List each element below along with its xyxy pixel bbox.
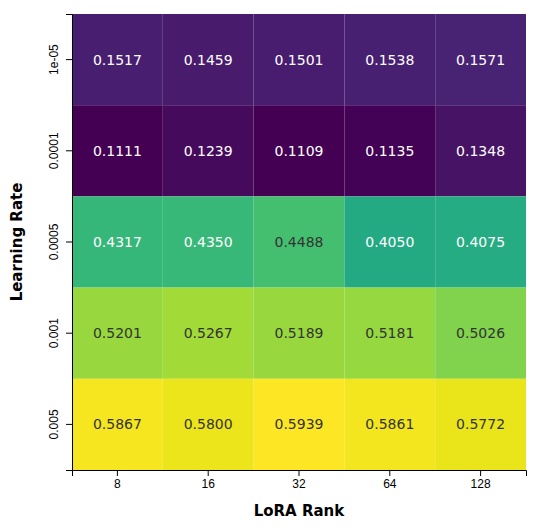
tick-label: 1e-05 [47,44,61,75]
axis-line [66,15,73,471]
data-label: 0.5861 [365,416,414,432]
tick-mark [117,470,118,476]
data-label: 0.1239 [184,143,233,159]
data-label: 0.1501 [275,52,324,68]
data-label: 0.1517 [93,52,142,68]
tick-mark [66,424,72,425]
data-label: 0.1135 [365,143,414,159]
data-label: 0.5189 [275,325,324,341]
heatmap-cell [254,14,345,105]
tick: 0.001 [47,318,72,348]
data-labels: 0.1517 0.1459 0.1501 0.1538 0.1571 0.1111 0.12… [93,52,505,433]
data-label: 0.1538 [365,52,414,68]
tick-label: 32 [292,477,306,491]
tick: 0.0001 [47,132,72,169]
heatmap-cell [72,14,163,105]
heatmap-cell [435,379,526,470]
tick-mark [66,59,72,60]
tick-label: 0.005 [47,409,61,439]
tick: 16 [202,470,216,491]
tick-mark [480,470,481,476]
data-label: 0.5800 [184,416,233,432]
tick: 0.0005 [47,223,72,260]
tick-mark [208,470,209,476]
tick: 1e-05 [47,44,72,75]
tick-label: 0.001 [47,318,61,348]
heatmap-cell [72,105,163,196]
heatmap-cell [344,196,435,287]
data-label: 0.1459 [184,52,233,68]
heatmap-cell [163,379,254,470]
tick-mark [66,333,72,334]
tick: 64 [383,470,397,491]
data-label: 0.4488 [275,234,324,250]
heatmap-cell [344,288,435,379]
tick-label: 128 [471,477,491,491]
y-axis: 1e-05 0.0001 0.0005 0.001 0.005 [47,15,73,471]
tick-mark [66,242,72,243]
tick-mark [389,470,390,476]
tick: 0.005 [47,409,72,439]
tick-label: 0.0005 [47,223,61,260]
data-label: 0.5026 [456,325,505,341]
heatmap-cell [72,196,163,287]
heatmap-cell [254,288,345,379]
heatmap-cell [72,288,163,379]
tick-mark [66,150,72,151]
data-label: 0.1571 [456,52,505,68]
tick: 128 [471,470,491,491]
tick-label: 16 [202,477,216,491]
tick: 8 [114,470,121,491]
data-label: 0.4075 [456,234,505,250]
x-axis-title: LoRA Rank [254,502,346,520]
data-label: 0.5867 [93,416,142,432]
heatmap-cell [344,14,435,105]
heatmap-cell [435,14,526,105]
chart: 0.1517 0.1459 0.1501 0.1538 0.1571 0.1111 0.12… [0,0,540,532]
data-label: 0.1109 [275,143,324,159]
data-label: 0.5201 [93,325,142,341]
heatmap-cell [254,105,345,196]
heatmap-cell [254,379,345,470]
data-label: 0.5181 [365,325,414,341]
data-label: 0.5939 [275,416,324,432]
heatmap-cell [435,196,526,287]
data-label: 0.5772 [456,416,505,432]
heatmap-cell [163,14,254,105]
heatmap-cell [163,105,254,196]
data-label: 0.1111 [93,143,142,159]
tick-label: 8 [114,477,121,491]
tick-mark [299,470,300,476]
heatmap-cell [435,105,526,196]
heatmap-cell [72,379,163,470]
cells [72,14,526,470]
data-label: 0.4350 [184,234,233,250]
tick: 32 [292,470,306,491]
x-axis: 8 16 32 64 128 [73,470,527,491]
heatmap-cell [163,288,254,379]
heatmap-cell [344,379,435,470]
axis-line [73,471,527,477]
tick-label: 64 [383,477,397,491]
heatmap-cell [254,196,345,287]
tick-label: 0.0001 [47,132,61,169]
data-label: 0.5267 [184,325,233,341]
heatmap-cell [163,196,254,287]
data-label: 0.4050 [365,234,414,250]
y-axis-title: Learning Rate [8,183,26,302]
data-label: 0.4317 [93,234,142,250]
data-label: 0.1348 [456,143,505,159]
heatmap-cell [344,105,435,196]
heatmap-cell [435,288,526,379]
plot-area: 0.1517 0.1459 0.1501 0.1538 0.1571 0.1111 0.12… [47,14,527,491]
